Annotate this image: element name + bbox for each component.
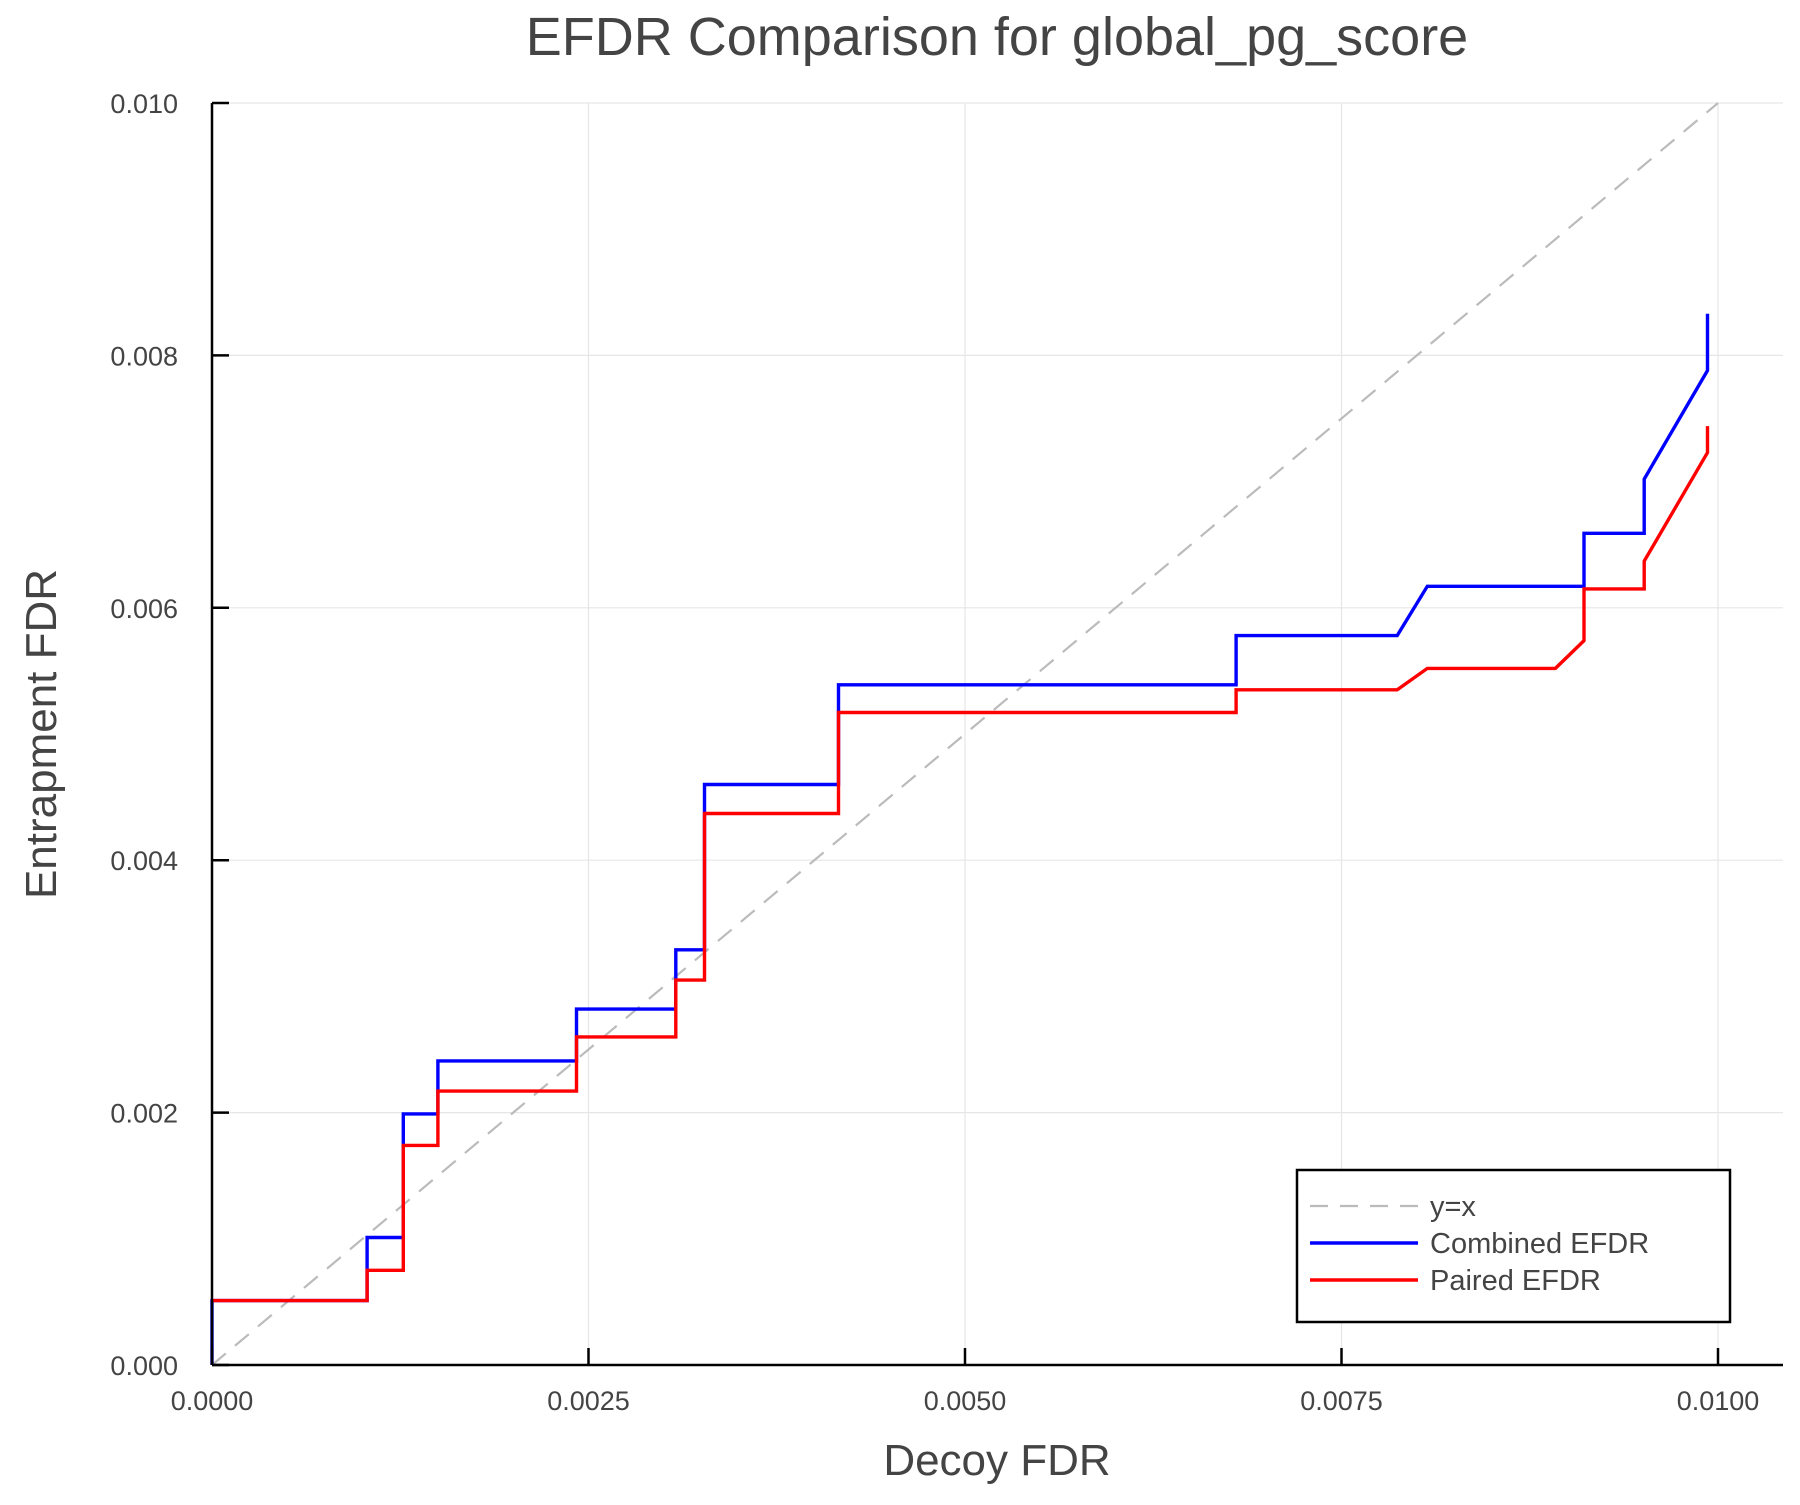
series-layer: [210, 102, 1719, 1366]
legend-box: [1295, 1168, 1732, 1324]
y-tick-label: 0.004: [110, 846, 178, 876]
y-tick-label: 0.000: [110, 1351, 178, 1381]
legend-label: y=x: [1430, 1191, 1476, 1223]
y-tick-label: 0.010: [110, 89, 178, 119]
legend-label: Paired EFDR: [1430, 1265, 1601, 1297]
x-axis-label: Decoy FDR: [883, 1436, 1110, 1485]
x-tick-label: 0.0100: [1677, 1386, 1760, 1416]
y-tick-label: 0.008: [110, 341, 178, 371]
series-line-y-x: [211, 102, 1719, 1366]
series-line-paired-efdr: [212, 426, 1710, 1303]
axes: 0.0000 0.0025 0.0050 0.0075 0.0100 0.000 0.002…: [110, 89, 1783, 1416]
y-tick-label: 0.002: [110, 1099, 178, 1129]
y-axis-label: Entrapment FDR: [17, 569, 66, 899]
x-tick-label: 0.0000: [171, 1386, 254, 1416]
x-tick-label: 0.0050: [924, 1386, 1007, 1416]
x-tick-label: 0.0025: [547, 1386, 630, 1416]
x-tick-label: 0.0075: [1300, 1386, 1383, 1416]
legend: y=x Combined EFDR Paired EFDR: [1295, 1168, 1732, 1324]
y-tick-label: 0.006: [110, 594, 178, 624]
legend-label: Combined EFDR: [1430, 1228, 1649, 1260]
chart-title: EFDR Comparison for global_pg_score: [526, 7, 1468, 67]
